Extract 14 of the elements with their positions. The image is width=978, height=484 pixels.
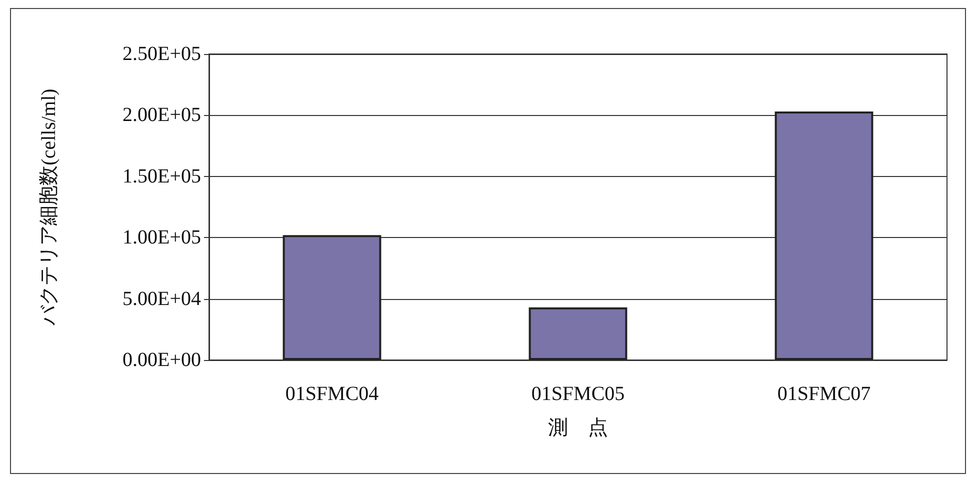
bar: [774, 112, 874, 360]
x-tick-label: 01SFMC07: [777, 383, 871, 405]
y-axis-title: バクテリア細胞数(cells/ml): [38, 88, 60, 326]
x-axis-title: 測 点: [548, 417, 608, 439]
y-tick-label: 1.50E+05: [122, 165, 201, 188]
x-tick-label: 01SFMC05: [531, 383, 625, 405]
y-tick-label: 2.50E+05: [122, 43, 201, 65]
x-tick-label: 01SFMC04: [285, 383, 379, 405]
y-tick-label: 1.00E+05: [122, 226, 201, 249]
y-tick-label: 2.00E+05: [122, 104, 201, 126]
bar: [528, 307, 628, 360]
y-tick-label: 5.00E+04: [122, 288, 201, 310]
bar: [282, 235, 382, 360]
y-tick-label: 0.00E+00: [122, 349, 201, 371]
